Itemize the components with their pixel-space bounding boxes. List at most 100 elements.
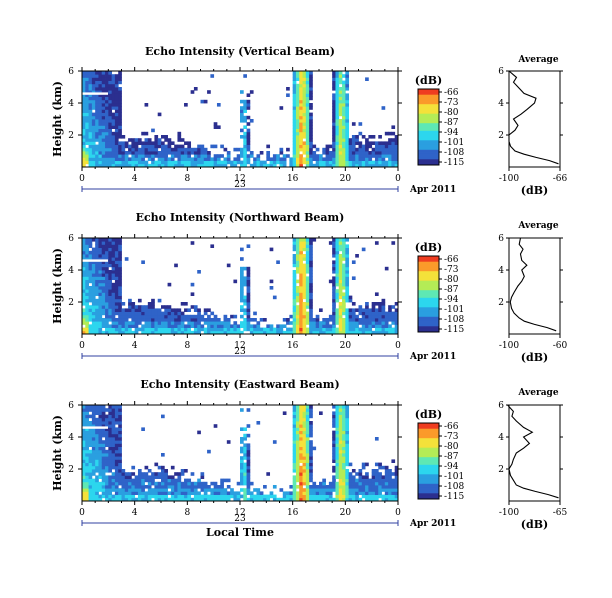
heatmap-cell — [240, 475, 244, 479]
heatmap-cell — [348, 318, 353, 322]
heatmap-cell — [147, 485, 152, 489]
heatmap-cell — [164, 135, 168, 139]
heatmap-cell — [220, 494, 224, 499]
heatmap-cell — [91, 115, 96, 120]
heatmap-cell — [342, 119, 346, 123]
heatmap-cell — [299, 286, 303, 290]
heatmap-cell — [151, 298, 155, 303]
heatmap-cell — [292, 414, 297, 419]
heatmap-cell — [342, 112, 346, 117]
heatmap-cell — [114, 494, 119, 499]
heatmap-cell — [220, 144, 224, 149]
heatmap-cell — [289, 494, 294, 499]
heatmap-cell — [345, 115, 350, 120]
heatmap-cell — [384, 144, 389, 149]
heatmap-cell — [101, 99, 106, 104]
heatmap-cell — [246, 488, 251, 492]
heatmap-cell — [105, 282, 109, 287]
heatmap-cell — [378, 494, 382, 499]
heatmap-cell — [309, 71, 313, 75]
heatmap-cell — [342, 478, 346, 483]
colorbar-swatch — [418, 121, 439, 124]
heatmap-cell — [111, 103, 116, 107]
heatmap-cell — [134, 478, 139, 483]
heatmap-cell — [88, 427, 93, 431]
heatmap-cell — [111, 430, 116, 435]
heatmap-cell — [114, 443, 119, 447]
heatmap-cell — [309, 263, 313, 268]
heatmap-cell — [368, 151, 373, 155]
y-axis-label: Height (km) — [51, 248, 64, 324]
heatmap-cell — [378, 324, 382, 328]
heatmap-cell — [309, 446, 313, 451]
heatmap-cell — [111, 318, 116, 322]
heatmap-cell — [111, 106, 116, 110]
heatmap-cell — [108, 276, 113, 280]
heatmap-cell — [246, 289, 251, 293]
colorbar-swatch — [418, 328, 439, 331]
heatmap-cell — [256, 321, 261, 325]
heatmap-cell — [345, 160, 350, 165]
heatmap-cell — [203, 327, 208, 332]
heatmap-cell — [295, 314, 300, 319]
heatmap-cell — [108, 465, 113, 470]
heatmap-cell — [105, 459, 109, 463]
heatmap-cell — [374, 469, 379, 473]
heatmap-cell — [101, 465, 106, 470]
heatmap-cell — [335, 244, 340, 248]
heatmap-cell — [151, 311, 155, 316]
heatmap-cell — [131, 330, 136, 335]
heatmap-cell — [193, 485, 198, 489]
heatmap-cell — [98, 427, 103, 431]
heatmap-cell — [98, 430, 103, 435]
heatmap-cell — [345, 144, 350, 149]
heatmap-cell — [332, 122, 336, 126]
heatmap-cell — [174, 481, 178, 486]
heatmap-cell — [342, 491, 346, 495]
heatmap-cell — [108, 119, 113, 123]
heatmap-cell — [342, 257, 346, 261]
heatmap-cell — [108, 488, 113, 492]
heatmap-cell — [134, 314, 139, 319]
heatmap-cell — [101, 112, 106, 117]
colorbar-swatch — [418, 276, 439, 280]
heatmap-cell — [95, 443, 99, 447]
heatmap-cell — [134, 308, 139, 312]
heatmap-cell — [345, 80, 350, 85]
heatmap-cell — [342, 135, 346, 139]
heatmap-cell — [305, 292, 310, 296]
heatmap-cell — [95, 324, 99, 328]
heatmap-cell — [361, 494, 366, 499]
heatmap-cell — [302, 475, 307, 479]
heatmap-cell — [95, 279, 99, 284]
heatmap-cell — [345, 433, 350, 438]
heatmap-cell — [111, 273, 116, 277]
heatmap-cell — [302, 449, 307, 454]
heatmap-cell — [105, 318, 109, 322]
heatmap-cell — [85, 286, 89, 290]
heatmap-cell — [85, 459, 89, 463]
heatmap-cell — [128, 160, 132, 165]
heatmap-cell — [105, 71, 109, 75]
heatmap-cell — [295, 465, 300, 470]
heatmap-cell — [381, 298, 386, 303]
heatmap-cell — [302, 302, 307, 306]
heatmap-cell — [98, 302, 103, 306]
heatmap-cell — [95, 147, 99, 152]
colorbar-swatch — [418, 493, 439, 496]
heatmap-cell — [82, 115, 86, 120]
heatmap-cell — [187, 141, 192, 145]
heatmap-cell — [253, 330, 257, 335]
heatmap-cell — [381, 147, 386, 152]
heatmap-cell — [269, 327, 274, 332]
heatmap-cell — [111, 494, 116, 499]
heatmap-cell — [128, 494, 132, 499]
heatmap-cell — [342, 83, 346, 88]
heatmap-cell — [124, 488, 129, 492]
colorbar-swatch — [418, 257, 439, 261]
heatmap-cell — [184, 491, 188, 495]
heatmap-cell — [299, 411, 303, 415]
heatmap-cell — [269, 157, 274, 161]
heatmap-cell — [309, 276, 313, 280]
